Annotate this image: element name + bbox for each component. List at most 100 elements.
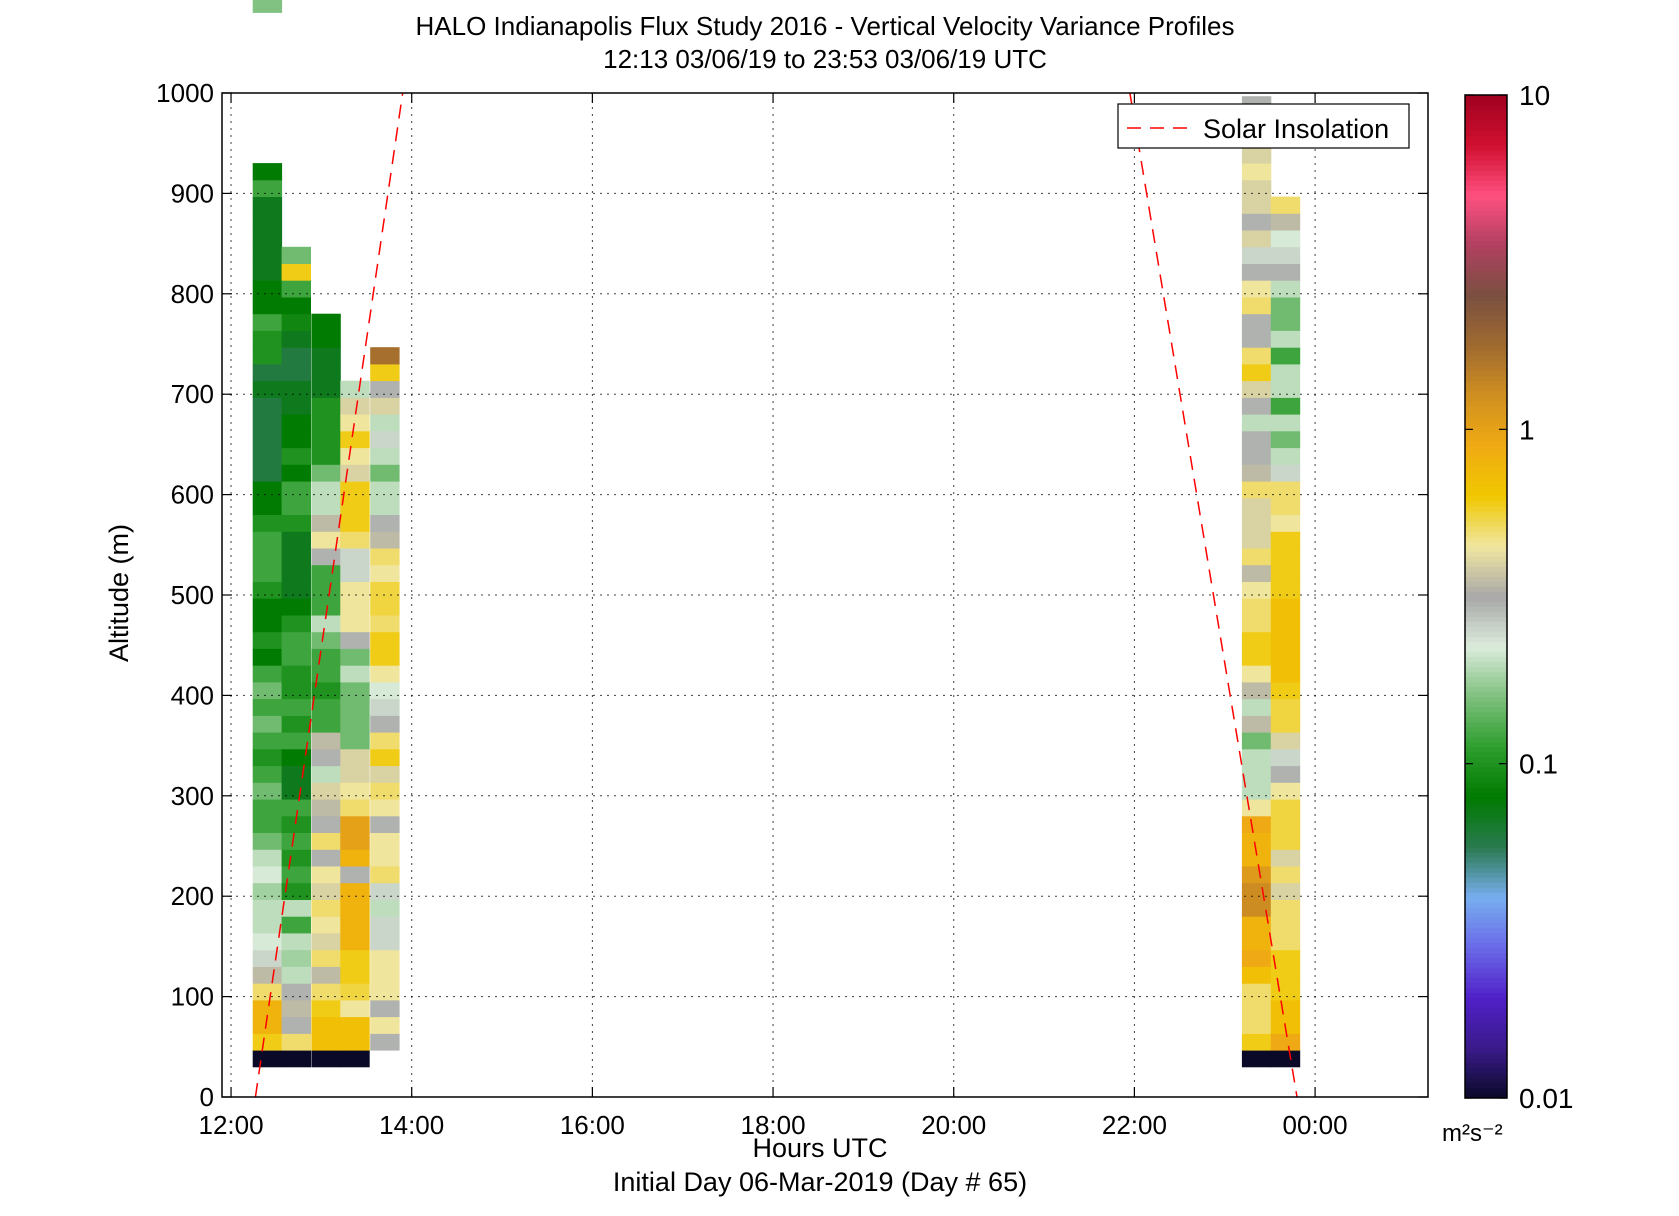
colorbar-strip [1465,140,1507,146]
colorbar-strip [1465,967,1507,974]
colorbar-strip [1465,400,1507,407]
colorbar-strip [1465,335,1507,342]
colorbar-strip [1465,726,1507,733]
colorbar-strip [1465,491,1507,497]
heatmap-cell [252,430,283,449]
colorbar-strip [1465,561,1507,567]
heatmap-cell [340,815,370,833]
colorbar-strip [1465,170,1507,176]
colorbar-strip [1465,666,1507,673]
colorbar-strip [1465,385,1507,392]
heatmap-cell [1270,866,1301,884]
heatmap-cell [370,949,400,967]
heatmap-cell [1241,665,1272,683]
heatmap-cell [311,564,341,582]
heatmap-cell [281,1033,311,1051]
heatmap-cell [1241,949,1272,967]
heatmap-cell [1241,799,1272,817]
chart-subtitle: 12:13 03/06/19 to 23:53 03/06/19 UTC [603,44,1047,74]
colorbar-strip [1465,305,1507,312]
heatmap-cell [311,933,341,951]
heatmap-cell [1270,430,1301,449]
heatmap-cell [252,0,283,13]
heatmap-cell [252,196,283,214]
heatmap-cell [370,497,400,515]
colorbar-strip [1465,626,1507,633]
heatmap-cell [340,899,370,917]
colorbar-strip [1465,1052,1507,1059]
heatmap-cell [1270,263,1301,281]
heatmap-cell [281,531,311,549]
heatmap-cell [340,1050,370,1068]
heatmap-cell [370,799,400,817]
heatmap-cell [311,732,341,750]
heatmap-cell [370,363,400,382]
heatmap-cell [281,849,311,867]
colorbar-strip [1465,350,1507,357]
colorbar-strip [1465,751,1507,758]
heatmap-cell [340,414,370,432]
heatmap-cell [281,866,311,884]
heatmap-cell [340,615,370,633]
heatmap-cell [1241,280,1272,298]
heatmap-cell [311,916,341,934]
colorbar-strip [1465,691,1507,698]
colorbar-strip [1465,506,1507,512]
colorbar-strip [1465,95,1507,101]
heatmap-cell [252,765,283,783]
heatmap-cell [281,1016,311,1034]
colorbar-strip [1465,285,1507,291]
colorbar-strip [1465,390,1507,397]
heatmap-cell [1270,196,1301,214]
y-tick-label: 900 [171,178,214,208]
heatmap-cell [311,615,341,633]
heatmap-cell [1241,330,1272,348]
colorbar-strip [1465,190,1507,196]
y-tick-label: 500 [171,580,214,610]
heatmap-cell [370,430,400,449]
heatmap-cell [370,514,400,532]
legend-box [1117,103,1410,149]
heatmap-cell [311,363,341,382]
colorbar-strip [1465,526,1507,532]
colorbar-strip [1465,375,1507,382]
heatmap-cell [281,330,311,348]
heatmap-cell [252,815,283,833]
colorbar-strip [1465,656,1507,663]
y-axis-label: Altitude (m) [104,524,134,662]
heatmap-cell [252,899,283,917]
x-tick-label: 18:00 [741,1110,806,1140]
heatmap-cell [1241,681,1272,700]
heatmap-cell [252,414,283,432]
heatmap-cell [1270,615,1301,633]
heatmap-cell [1241,213,1272,231]
heatmap-cell [311,799,341,817]
heatmap-cell [340,916,370,934]
colorbar-strip [1465,912,1507,918]
heatmap-cell [1241,581,1272,599]
heatmap-cell [340,715,370,733]
colorbar-strip [1465,957,1507,963]
heatmap-cell [340,581,370,599]
heatmap-cell [311,899,341,917]
colorbar-strip [1465,756,1507,763]
colorbar-strip [1465,420,1507,427]
colorbar-strip [1465,551,1507,557]
colorbar-strip [1465,315,1507,322]
heatmap-cell [1270,1033,1301,1051]
heatmap-cell [1270,564,1301,582]
y-tick-label: 100 [171,982,214,1012]
colorbar-strip [1465,1032,1507,1039]
heatmap-cell [281,598,311,616]
colorbar-strip [1465,155,1507,161]
colorbar-strip [1465,716,1507,723]
heatmap-cell [1270,447,1301,465]
heatmap-cell [370,933,400,951]
heatmap-cell [281,313,311,331]
heatmap-cell [1241,163,1272,181]
colorbar-strip [1465,882,1507,888]
solar-insolation-line [1129,92,1298,1098]
colorbar-strip [1465,631,1507,638]
heatmap-cell [1270,916,1301,934]
heatmap-cell [1241,815,1272,833]
